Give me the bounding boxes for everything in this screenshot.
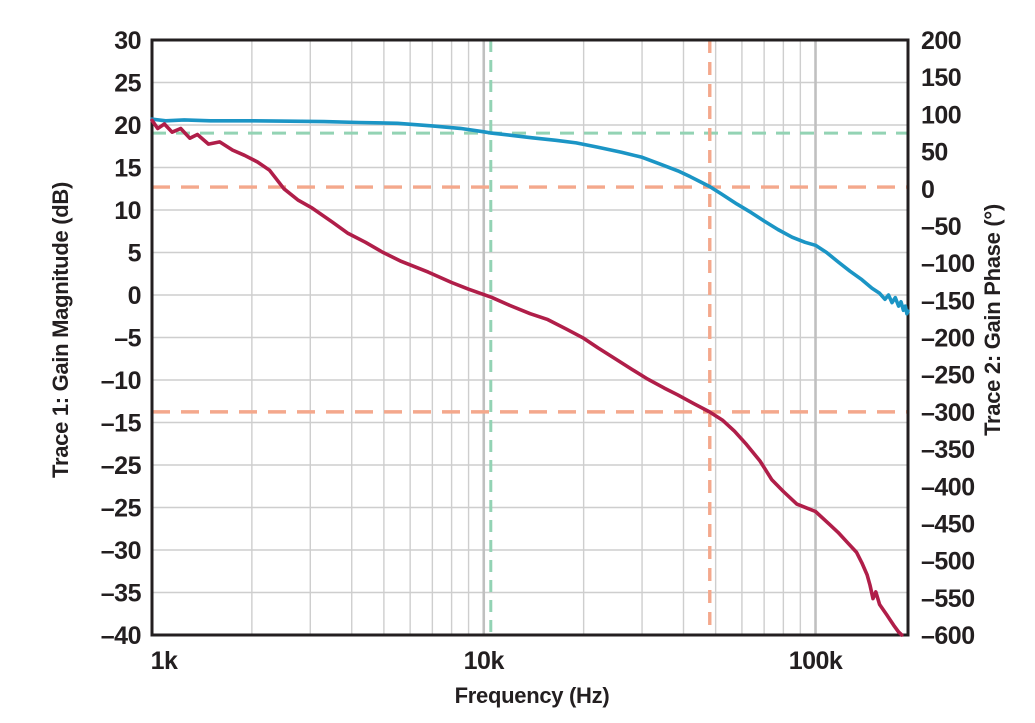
right-tick-label: –400 (921, 473, 975, 501)
grid-layer (152, 40, 908, 635)
cursor-lines-layer (152, 40, 908, 635)
x-axis-title: Frequency (Hz) (455, 683, 610, 708)
right-tick-label: 200 (921, 27, 961, 55)
right-tick-label: 150 (921, 64, 961, 92)
left-tick-label: –25 (101, 495, 142, 523)
left-tick-label: 0 (128, 282, 141, 310)
right-tick-label: –450 (921, 510, 975, 538)
left-tick-label: –15 (101, 410, 142, 438)
right-tick-label: –350 (921, 436, 975, 464)
left-tick-label: –5 (114, 325, 141, 353)
right-tick-label: –550 (921, 585, 975, 613)
right-tick-label: 50 (921, 139, 948, 167)
right-tick-label: –600 (921, 622, 975, 650)
left-tick-label: –10 (101, 367, 141, 395)
right-tick-label: –100 (921, 250, 975, 278)
tick-labels-layer: 302520151050–5–10–15–25–25–30–35–4020015… (101, 27, 975, 675)
right-tick-label: –300 (921, 399, 975, 427)
right-tick-label: –200 (921, 325, 975, 353)
left-tick-label: –35 (101, 580, 142, 608)
left-axis-title: Trace 1: Gain Magnitude (dB) (48, 182, 73, 478)
right-tick-label: –50 (921, 213, 961, 241)
left-tick-label: 15 (114, 155, 141, 183)
right-axis-title: Trace 2: Gain Phase (°) (980, 204, 1005, 436)
x-tick-label: 10k (464, 647, 505, 675)
x-tick-label: 100k (789, 647, 843, 675)
trace-layer (150, 117, 910, 637)
left-tick-label: 10 (114, 197, 141, 225)
gain-magnitude-trace (150, 117, 910, 316)
left-tick-label: 20 (114, 112, 141, 140)
right-tick-label: 100 (921, 101, 961, 129)
left-tick-label: –30 (101, 537, 141, 565)
gain-phase-trace (150, 118, 904, 637)
left-tick-label: 5 (128, 240, 142, 268)
right-tick-label: 0 (921, 176, 934, 204)
right-tick-label: –500 (921, 548, 975, 576)
left-tick-label: 25 (114, 70, 141, 98)
plot-border (150, 38, 910, 637)
right-tick-label: –150 (921, 287, 975, 315)
left-tick-label: –40 (101, 622, 141, 650)
right-tick-label: –250 (921, 362, 975, 390)
x-tick-label: 1k (151, 647, 178, 675)
left-tick-label: –25 (101, 452, 142, 480)
left-tick-label: 30 (114, 27, 141, 55)
